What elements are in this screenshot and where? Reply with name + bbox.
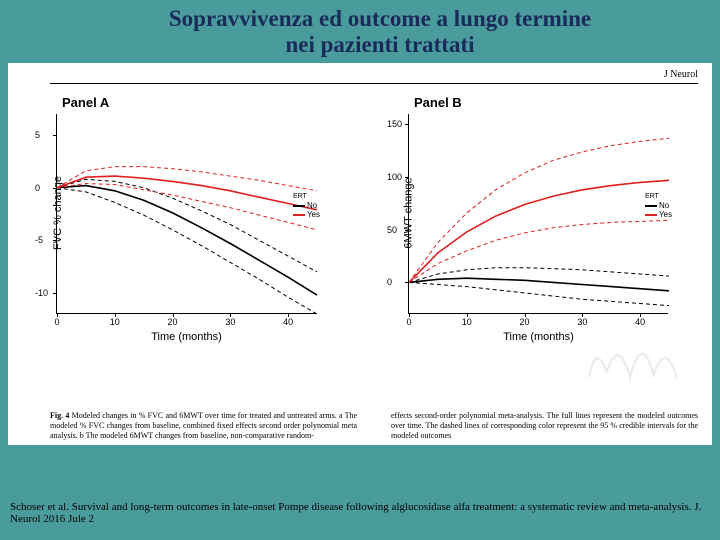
legend-no-line [293,205,305,207]
panel-a-chart: FVC % change Time (months) ERT No Yes -1… [56,114,316,314]
slide-title: Sopravvivenza ed outcome a lungo termine… [0,0,720,63]
panel-b-legend: ERT No Yes [645,193,672,219]
legend-yes-line [645,214,657,216]
panel-b-chart: 6MWT change Time (months) ERT No Yes 050… [408,114,668,314]
journal-label: J Neurol [664,69,698,80]
figure-container: J Neurol Panel A FVC % change Time (mont… [8,63,712,445]
legend-yes-label: Yes [307,210,320,219]
panel-b: Panel B 6MWT change Time (months) ERT No… [360,95,712,371]
panel-a-xlabel: Time (months) [151,331,222,343]
legend-no-label: No [659,201,669,210]
panel-a: Panel A FVC % change Time (months) ERT N… [8,95,360,371]
legend-yes-line [293,214,305,216]
panels-row: Panel A FVC % change Time (months) ERT N… [8,95,712,371]
panel-b-xlabel: Time (months) [503,331,574,343]
panel-a-plot [57,114,316,313]
legend-title: ERT [645,193,672,200]
legend-yes-label: Yes [659,210,672,219]
citation-text: Schoser et al. Survival and long-term ou… [10,501,710,526]
legend-title: ERT [293,193,320,200]
caption-left-text: Modeled changes in % FVC and 6MWT over t… [50,411,357,440]
panel-a-legend: ERT No Yes [293,193,320,219]
caption-bold: Fig. 4 [50,411,69,420]
caption-left: Fig. 4 Modeled changes in % FVC and 6MWT… [50,411,357,441]
panel-b-plot [409,114,668,313]
figure-caption: Fig. 4 Modeled changes in % FVC and 6MWT… [50,411,698,441]
title-line-2: nei pazienti trattati [60,32,700,58]
title-line-1: Sopravvivenza ed outcome a lungo termine [60,6,700,32]
legend-no-line [645,205,657,207]
panel-a-title: Panel A [62,95,348,110]
caption-right: effects second-order polynomial meta-ana… [391,411,698,441]
legend-no-label: No [307,201,317,210]
panel-b-title: Panel B [414,95,700,110]
top-rule [50,83,698,84]
